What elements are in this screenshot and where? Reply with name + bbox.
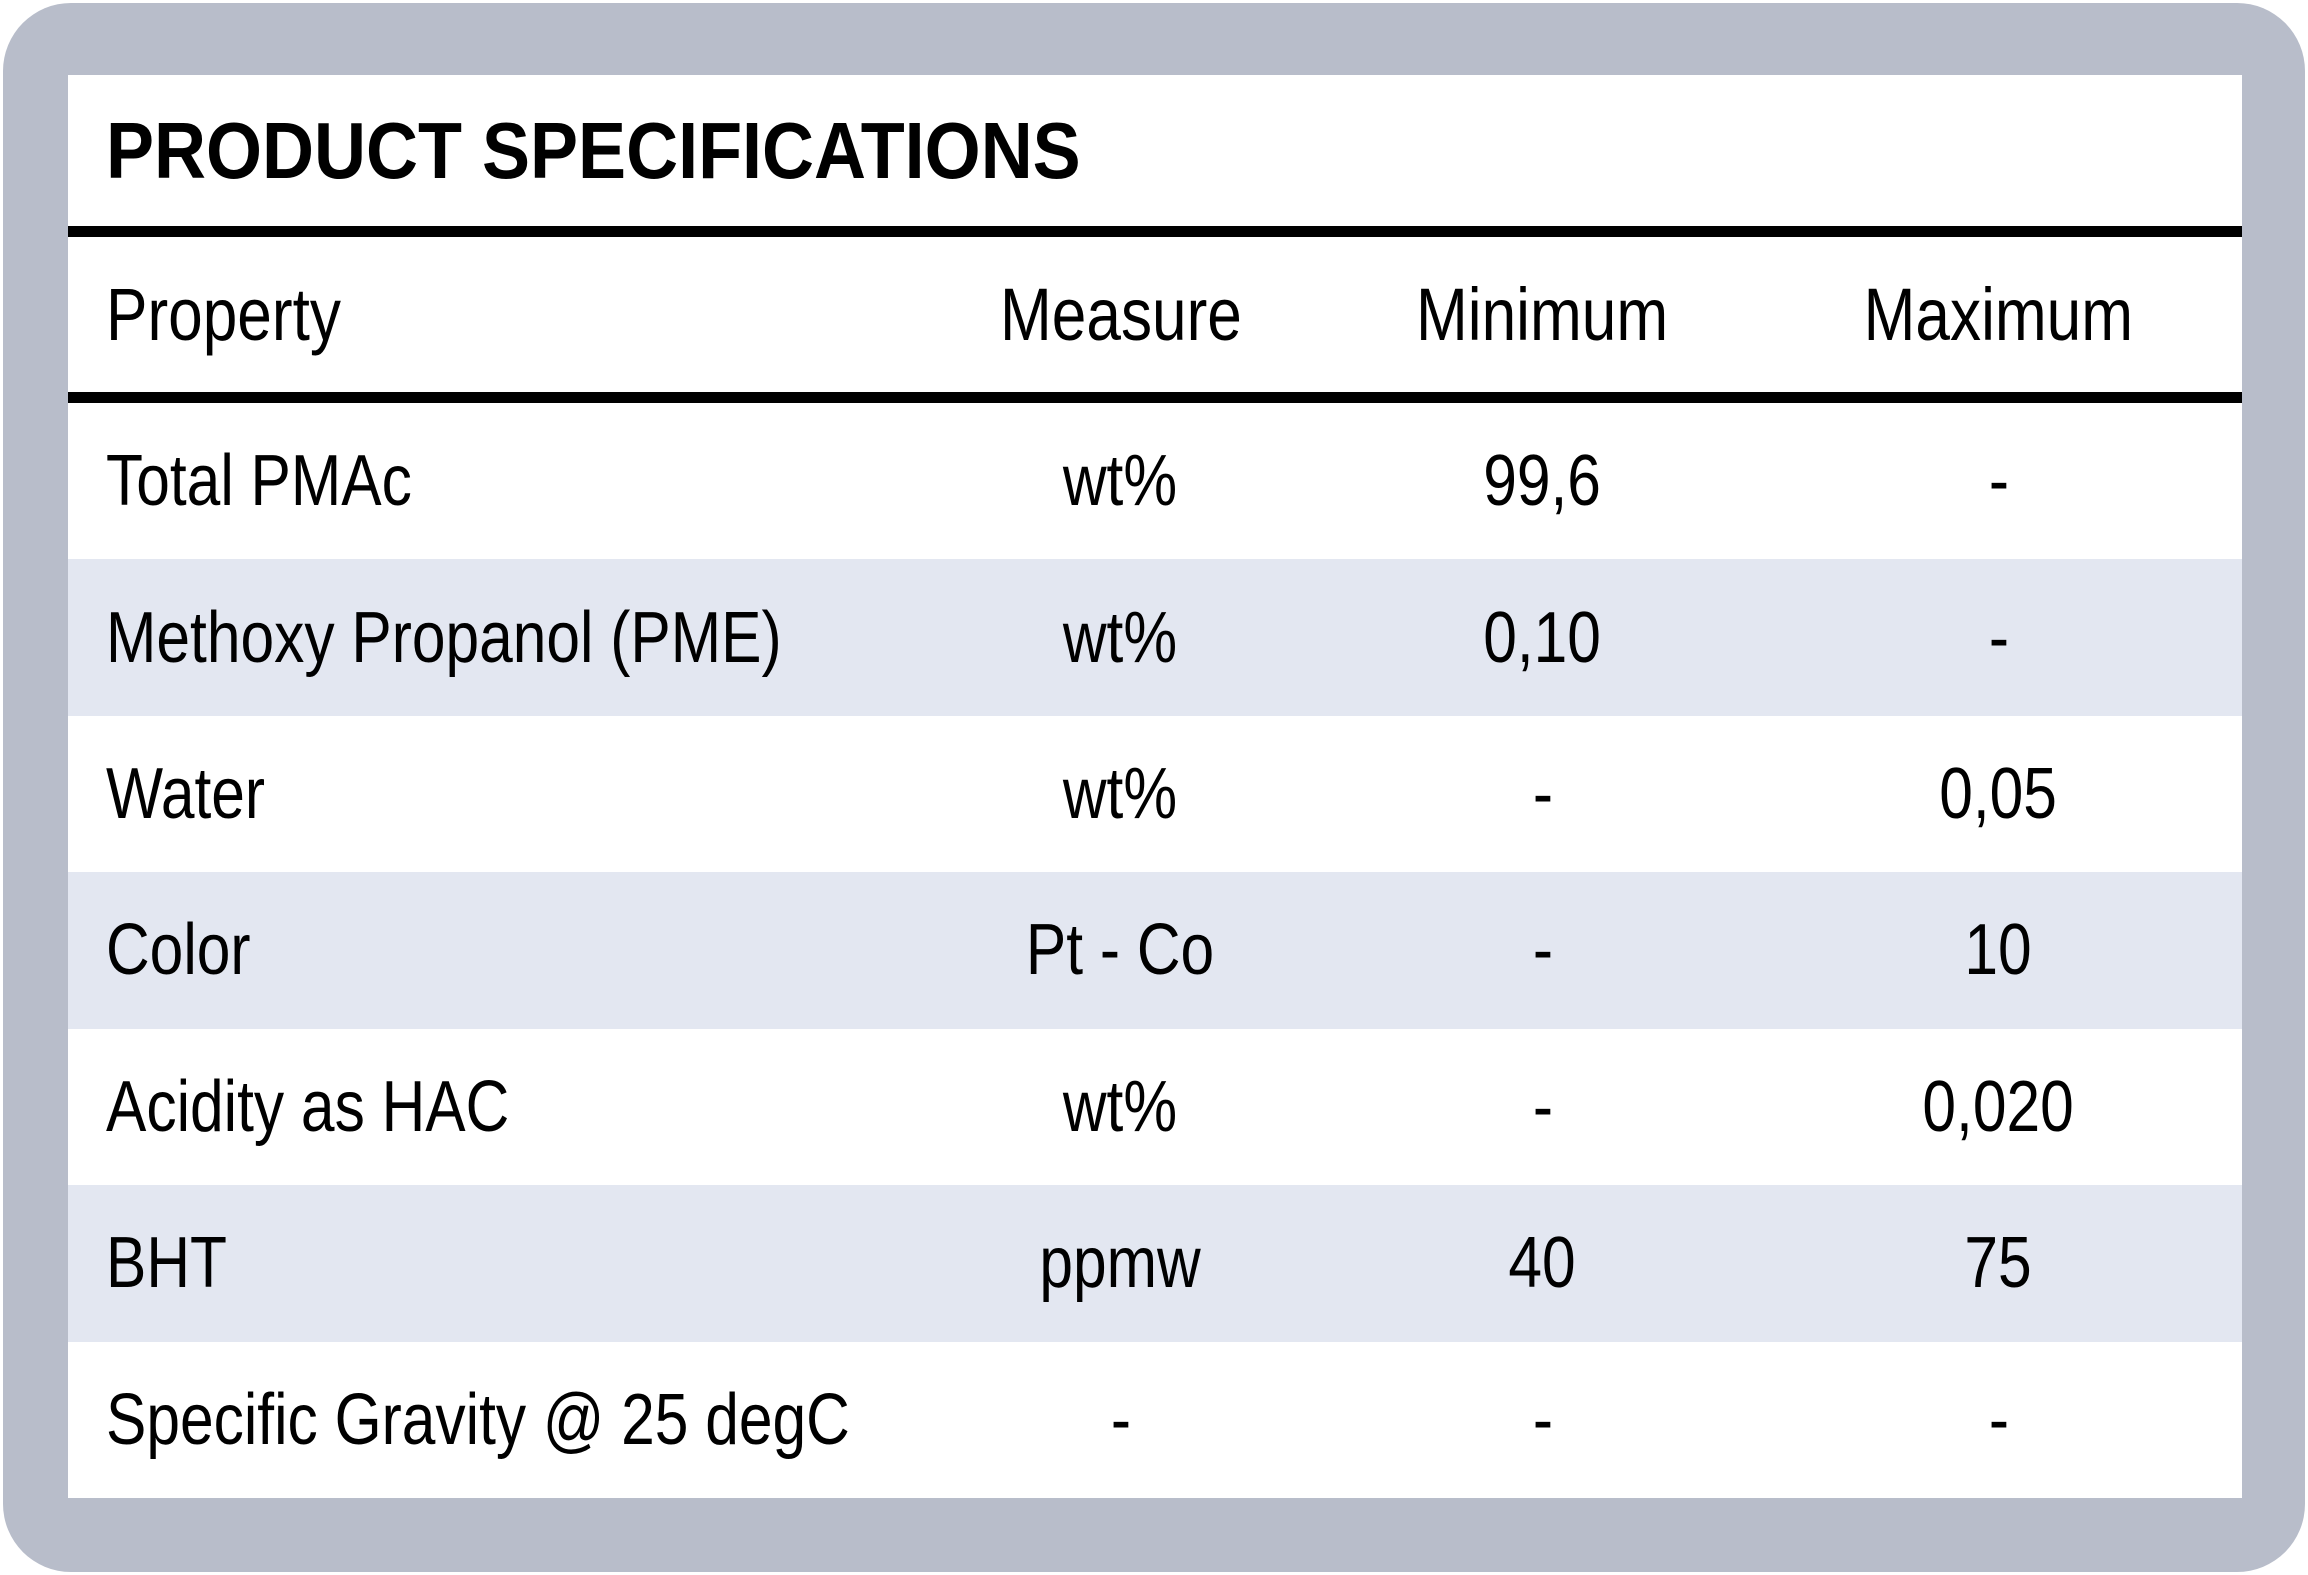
- cell-measure: wt%: [1063, 754, 1178, 835]
- cell-maximum: 0,05: [1939, 754, 2058, 835]
- cell-maximum: 75: [1964, 1223, 2033, 1304]
- cell-property: Water: [106, 754, 266, 835]
- cell-maximum: -: [1988, 597, 2009, 678]
- cell-property: Color: [106, 910, 251, 991]
- table-row: Methoxy Propanol (PME) wt% 0,10 -: [68, 559, 2242, 716]
- cell-measure: wt%: [1063, 597, 1178, 678]
- cell-measure: -: [1110, 1379, 1131, 1460]
- cell-minimum: -: [1532, 754, 1553, 835]
- cell-minimum: 40: [1508, 1223, 1577, 1304]
- cell-measure: wt%: [1063, 441, 1178, 522]
- title-row: PRODUCT SPECIFICATIONS: [68, 75, 2242, 226]
- cell-property: Methoxy Propanol (PME): [106, 597, 782, 678]
- cell-measure: ppmw: [1039, 1223, 1202, 1304]
- cell-maximum: 0,020: [1922, 1066, 2075, 1147]
- table-header-row: Property Measure Minimum Maximum: [68, 237, 2242, 392]
- spec-sheet-card: PRODUCT SPECIFICATIONS Property Measure …: [68, 75, 2242, 1498]
- header-cell-minimum: Minimum: [1416, 273, 1669, 356]
- cell-maximum: 10: [1964, 910, 2033, 991]
- cell-measure: Pt - Co: [1026, 910, 1215, 991]
- page-title: PRODUCT SPECIFICATIONS: [106, 105, 1081, 195]
- cell-property: Specific Gravity @ 25 degC: [106, 1379, 850, 1460]
- cell-minimum: -: [1532, 1066, 1553, 1147]
- cell-property: Total PMAc: [106, 441, 412, 522]
- cell-maximum: -: [1988, 441, 2009, 522]
- cell-minimum: -: [1532, 910, 1553, 991]
- title-divider: [68, 226, 2242, 237]
- cell-minimum: 99,6: [1483, 441, 1602, 522]
- cell-property: Acidity as HAC: [106, 1066, 510, 1147]
- cell-minimum: -: [1532, 1379, 1553, 1460]
- cell-minimum: 0,10: [1483, 597, 1602, 678]
- table-row: Specific Gravity @ 25 degC - - -: [68, 1342, 2242, 1498]
- header-cell-measure: Measure: [999, 273, 1242, 356]
- header-divider: [68, 392, 2242, 403]
- table-row: Color Pt - Co - 10: [68, 872, 2242, 1029]
- cell-property: BHT: [106, 1223, 227, 1304]
- table-row: Total PMAc wt% 99,6 -: [68, 403, 2242, 559]
- cell-measure: wt%: [1063, 1066, 1178, 1147]
- cell-maximum: -: [1988, 1379, 2009, 1460]
- table-row: Acidity as HAC wt% - 0,020: [68, 1029, 2242, 1185]
- table-row: BHT ppmw 40 75: [68, 1185, 2242, 1342]
- table-row: Water wt% - 0,05: [68, 716, 2242, 872]
- header-cell-property: Property: [106, 273, 341, 356]
- table-body: Total PMAc wt% 99,6 - Methoxy Propanol (…: [68, 403, 2242, 1498]
- header-cell-maximum: Maximum: [1863, 273, 2134, 356]
